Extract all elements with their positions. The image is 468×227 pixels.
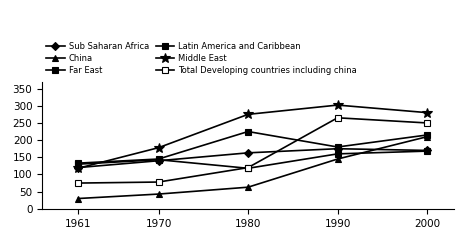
Far East: [75, 163, 81, 165]
Latin America and Caribbean: [335, 146, 340, 148]
Line: Middle East: Middle East: [73, 100, 432, 173]
Middle East: [75, 167, 81, 170]
China: [75, 197, 81, 200]
Line: Latin America and Caribbean: Latin America and Caribbean: [75, 129, 430, 166]
Total Developing countries including china: [156, 181, 161, 183]
China: [156, 193, 161, 195]
Latin America and Caribbean: [75, 162, 81, 165]
Far East: [245, 167, 251, 170]
Line: Sub Saharan Africa: Sub Saharan Africa: [75, 146, 430, 170]
Sub Saharan Africa: [335, 147, 340, 150]
Legend: Sub Saharan Africa, China, Far East, Latin America and Caribbean, Middle East, T: Sub Saharan Africa, China, Far East, Lat…: [46, 42, 357, 75]
Middle East: [424, 111, 430, 114]
Middle East: [156, 146, 161, 149]
Total Developing countries including china: [75, 182, 81, 184]
China: [335, 158, 340, 160]
China: [245, 186, 251, 189]
Latin America and Caribbean: [424, 134, 430, 136]
Sub Saharan Africa: [424, 149, 430, 152]
Far East: [156, 158, 161, 161]
Latin America and Caribbean: [156, 158, 161, 160]
Total Developing countries including china: [335, 116, 340, 119]
Line: Total Developing countries including china: Total Developing countries including chi…: [75, 115, 430, 186]
Latin America and Caribbean: [245, 130, 251, 133]
Far East: [424, 150, 430, 153]
Total Developing countries including china: [424, 122, 430, 124]
Line: Far East: Far East: [75, 148, 430, 171]
China: [424, 135, 430, 138]
Far East: [335, 153, 340, 155]
Middle East: [245, 113, 251, 116]
Middle East: [335, 104, 340, 106]
Sub Saharan Africa: [156, 159, 161, 162]
Sub Saharan Africa: [245, 151, 251, 154]
Line: China: China: [74, 133, 431, 202]
Sub Saharan Africa: [75, 166, 81, 169]
Total Developing countries including china: [245, 166, 251, 169]
